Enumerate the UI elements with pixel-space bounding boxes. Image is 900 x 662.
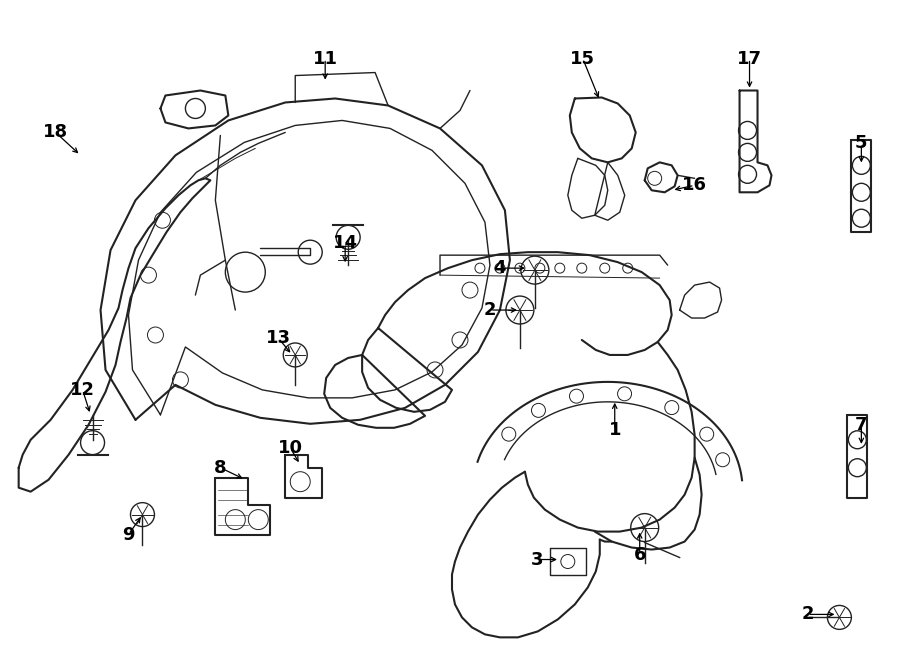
- Text: 1: 1: [608, 421, 621, 439]
- Text: 10: 10: [278, 439, 302, 457]
- Text: 5: 5: [855, 134, 868, 152]
- Text: 14: 14: [333, 234, 357, 252]
- Text: 15: 15: [571, 50, 595, 68]
- Text: 13: 13: [266, 329, 291, 347]
- Text: 2: 2: [801, 606, 814, 624]
- Text: 6: 6: [634, 545, 646, 563]
- Text: 16: 16: [682, 176, 707, 195]
- Text: 18: 18: [43, 123, 68, 142]
- Text: 12: 12: [70, 381, 95, 399]
- Text: 4: 4: [494, 259, 506, 277]
- Text: 11: 11: [312, 50, 338, 68]
- Text: 9: 9: [122, 526, 135, 544]
- Text: 17: 17: [737, 50, 762, 68]
- Text: 2: 2: [483, 301, 496, 319]
- Text: 3: 3: [531, 551, 543, 569]
- Text: 8: 8: [214, 459, 227, 477]
- Text: 7: 7: [855, 416, 868, 434]
